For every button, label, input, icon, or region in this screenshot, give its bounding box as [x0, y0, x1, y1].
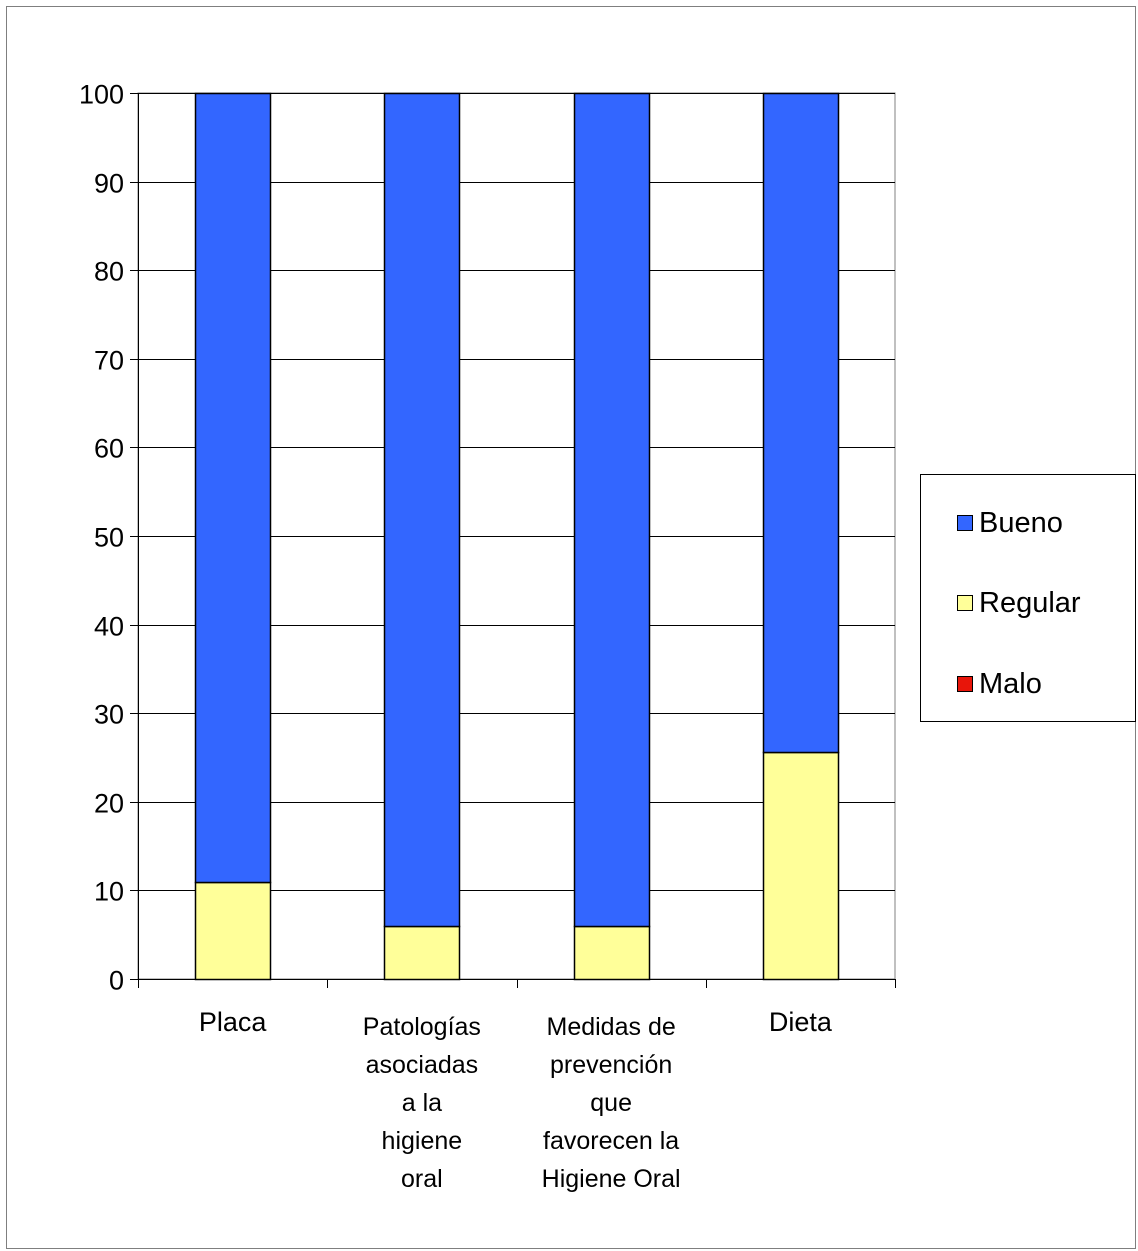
legend-label: Bueno — [979, 506, 1063, 539]
x-category-label-line: Placa — [199, 1007, 268, 1037]
legend-item-regular: Regular — [957, 583, 1081, 623]
legend-swatch-regular — [957, 595, 973, 611]
legend-label: Malo — [979, 667, 1042, 700]
y-tick-label: 30 — [94, 700, 124, 730]
bar-regular-3 — [573, 925, 651, 981]
x-category-label: Medidas de prevención que favorecen la Higie… — [542, 1013, 681, 1193]
bar-bueno-2 — [383, 92, 461, 928]
x-category-label: Placa — [199, 1007, 268, 1037]
bar-regular-2 — [383, 925, 461, 981]
y-tick-label: 50 — [94, 523, 124, 553]
x-category-label-line: Higiene Oral — [542, 1165, 681, 1193]
bar-regular-1 — [194, 881, 272, 981]
legend: Bueno Regular Malo — [920, 474, 1136, 722]
legend-label: Regular — [979, 586, 1081, 619]
x-category-label: Dieta — [769, 1007, 833, 1037]
x-category-label-line: Medidas de — [547, 1013, 676, 1041]
bar-regular-4 — [762, 751, 840, 981]
x-category-labels: Placa Patologías asociadas a la higiene oral M… — [199, 1007, 833, 1193]
x-category-label-line: asociadas — [366, 1051, 479, 1079]
y-tick-label: 10 — [94, 877, 124, 907]
axes — [130, 93, 896, 988]
y-tick-labels: 0 10 20 30 40 50 60 70 80 90 100 — [79, 80, 124, 996]
y-tick-label: 80 — [94, 257, 124, 287]
x-category-label-line: higiene — [382, 1127, 463, 1155]
x-category-label-line: que — [590, 1089, 632, 1117]
y-tick-label: 40 — [94, 612, 124, 642]
bar-bueno-1 — [194, 92, 272, 884]
x-category-label-line: Dieta — [769, 1007, 833, 1037]
bar-bueno-3 — [573, 92, 651, 928]
y-tick-label: 60 — [94, 434, 124, 464]
y-tick-label: 0 — [109, 966, 124, 996]
legend-item-bueno: Bueno — [957, 503, 1063, 543]
legend-swatch-bueno — [957, 515, 973, 531]
x-category-label-line: a la — [402, 1089, 442, 1117]
x-category-label-line: oral — [401, 1165, 443, 1193]
x-category-label-line: Patologías — [363, 1013, 481, 1041]
x-category-label: Patologías asociadas a la higiene oral — [363, 1013, 481, 1193]
x-category-label-line: prevención — [550, 1051, 672, 1079]
y-tick-label: 70 — [94, 346, 124, 376]
x-category-label-line: favorecen la — [543, 1127, 679, 1155]
legend-swatch-malo — [957, 676, 973, 692]
bar-bueno-4 — [762, 92, 840, 754]
bars — [194, 92, 840, 981]
y-tick-label: 100 — [79, 80, 124, 110]
y-tick-label: 20 — [94, 789, 124, 819]
y-tick-label: 90 — [94, 169, 124, 199]
legend-item-malo: Malo — [957, 664, 1042, 704]
